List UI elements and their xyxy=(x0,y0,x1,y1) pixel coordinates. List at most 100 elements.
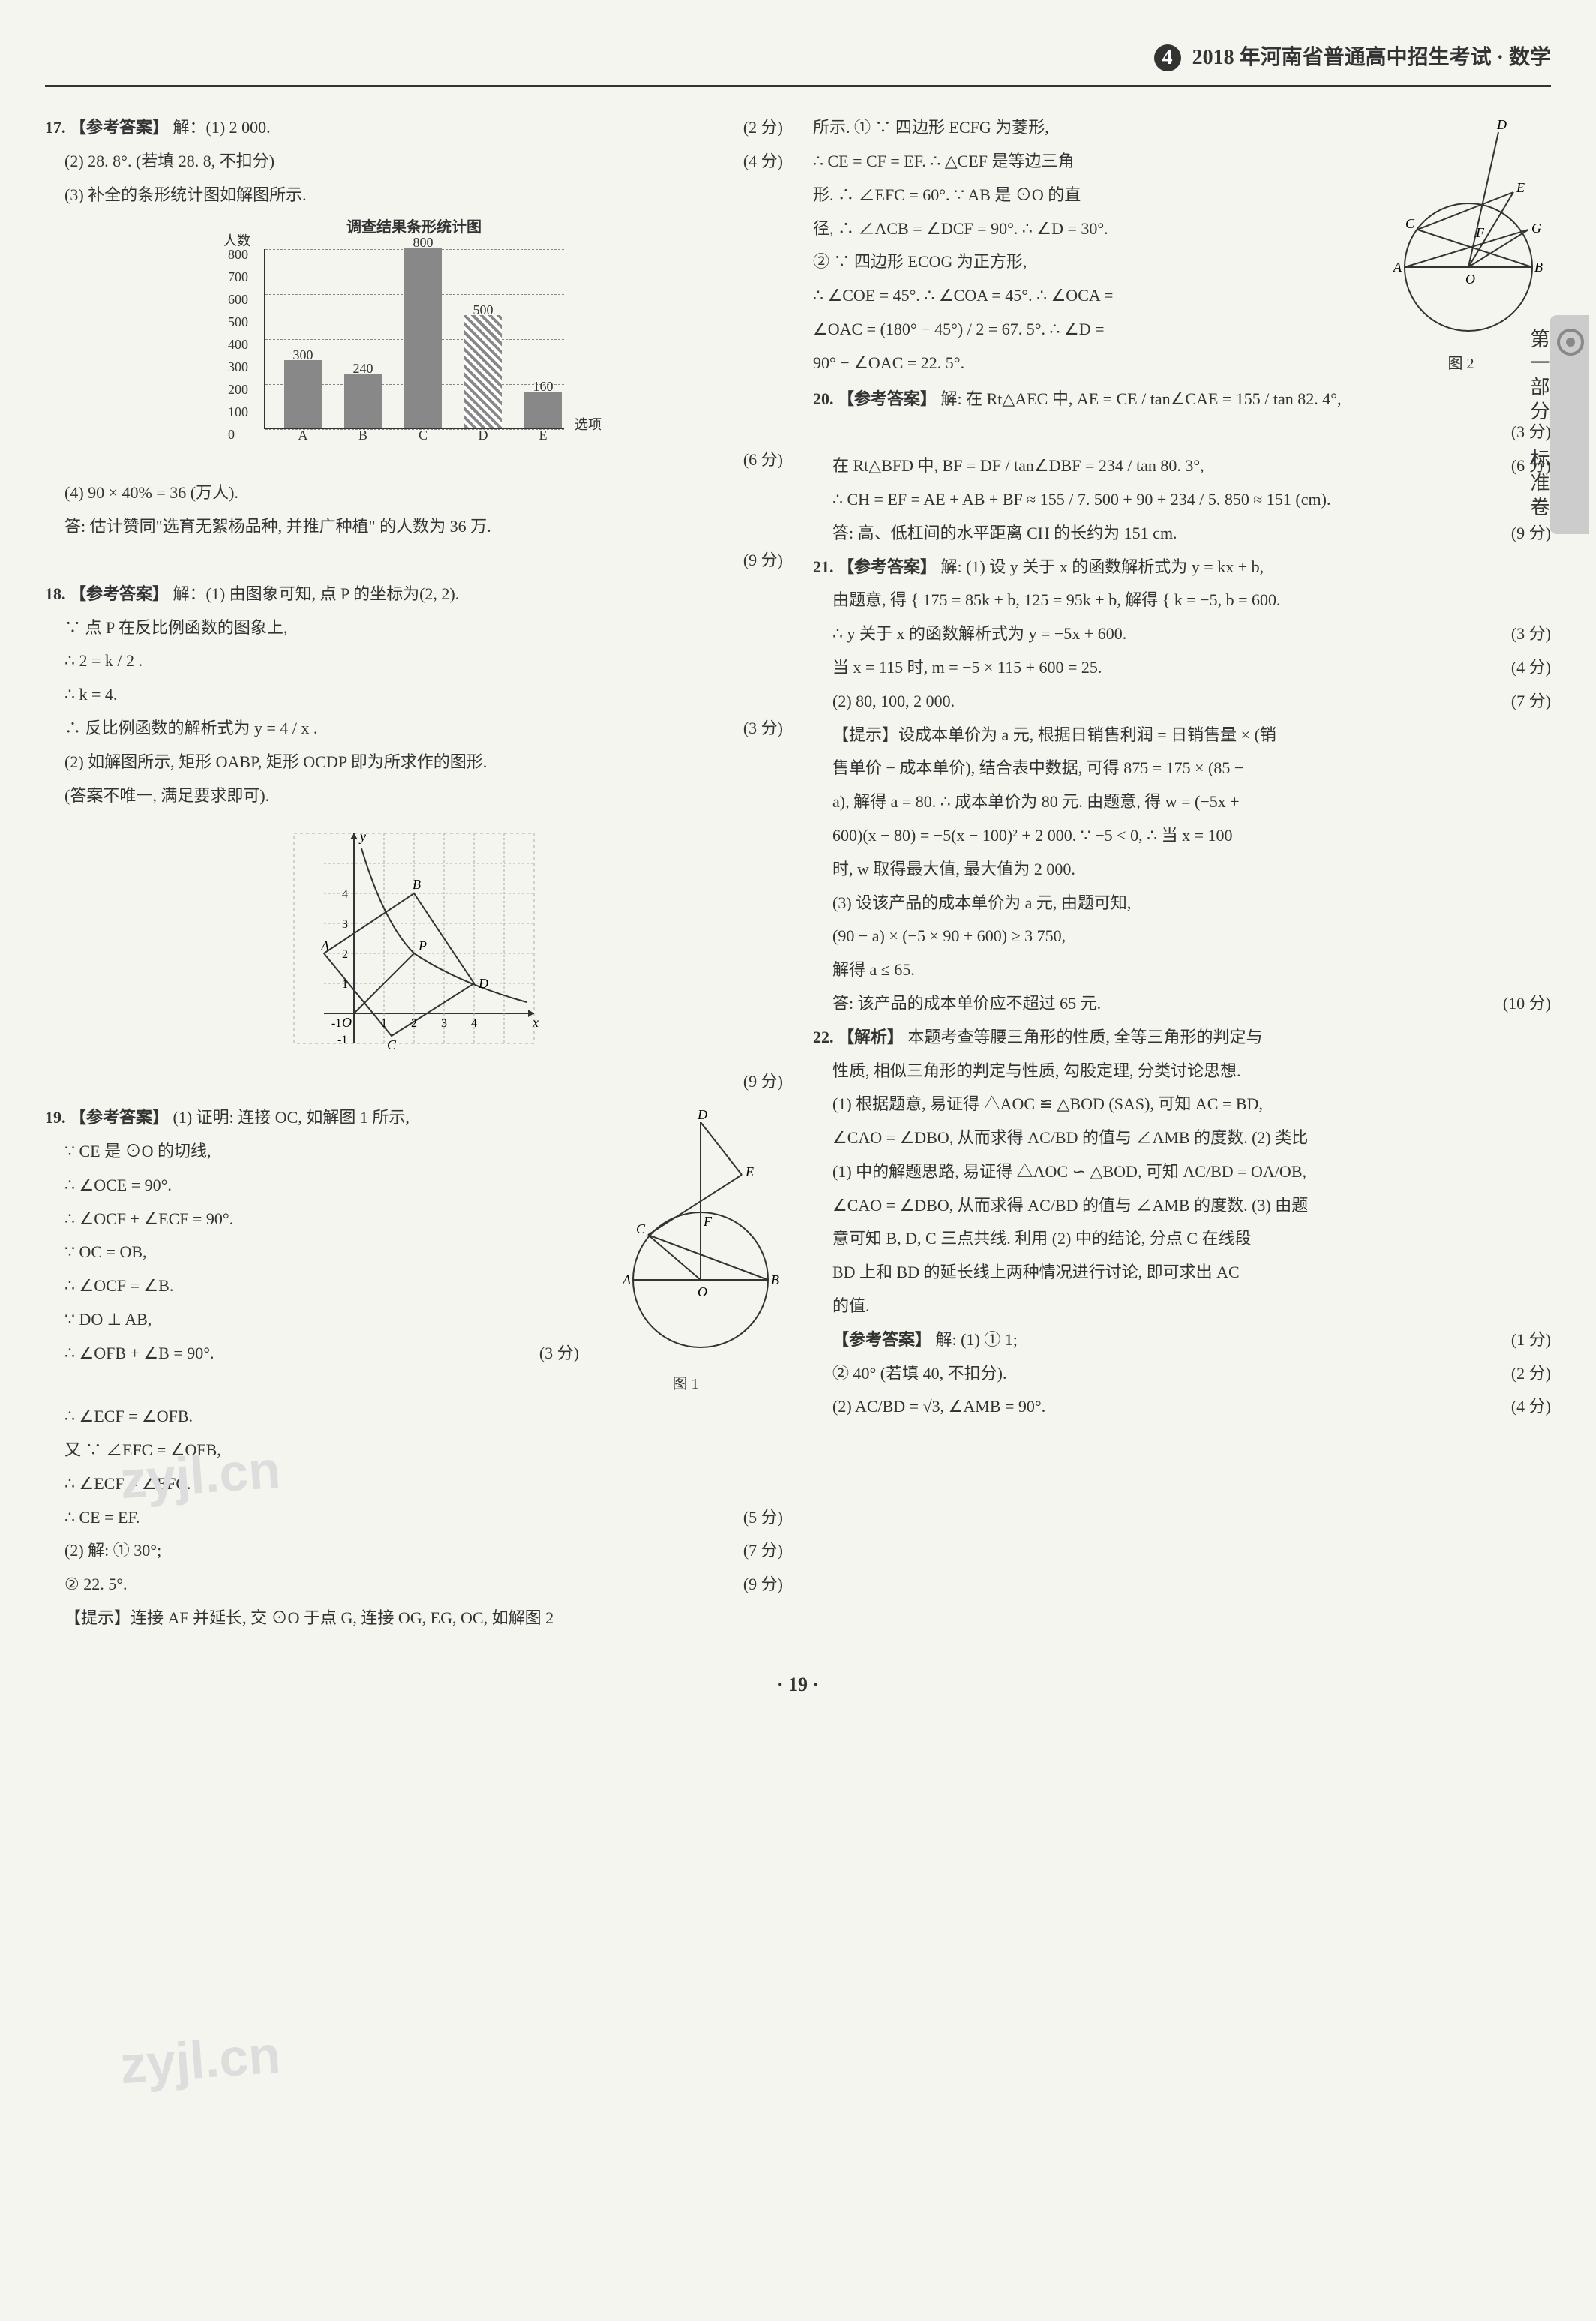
svg-text:O: O xyxy=(342,1015,352,1030)
q19-l10: 又 ∵ ∠EFC = ∠OFB, xyxy=(45,1434,783,1466)
q22-key2: 【参考答案】 xyxy=(832,1330,932,1349)
q21-l5: (2) 80, 100, 2 000. (7 分) xyxy=(813,686,1551,717)
q22-a2: ② 40° (若填 40, 不扣分). (2 分) xyxy=(813,1358,1551,1389)
q18-l1: 解：(1) 由图象可知, 点 P 的坐标为(2, 2). xyxy=(173,584,460,603)
svg-text:3: 3 xyxy=(441,1017,447,1030)
svg-text:D: D xyxy=(1496,117,1507,132)
q19-l14: ② 22. 5°. (9 分) xyxy=(45,1569,783,1600)
left-column: 17. 【参考答案】 解：(1) 2 000. (2 分) (2) 28. 8°… xyxy=(45,110,783,1636)
q22-head: 22. 【解析】 本题考查等腰三角形的性质, 全等三角形的判定与 xyxy=(813,1022,1551,1053)
bar-D: 500 xyxy=(464,315,502,428)
target-icon xyxy=(1557,329,1584,356)
page-header: 4 2018 年河南省普通高中招生考试 · 数学 xyxy=(45,30,1551,87)
side-tab-text: 第一部分 标准卷 xyxy=(1528,329,1550,521)
bar-chart: 人数 选项 0100200300400500600700800300A240B8… xyxy=(264,249,564,429)
svg-text:-1: -1 xyxy=(332,1017,341,1030)
q22-l3: (1) 根据题意, 易证得 △AOC ≌ △BOD (SAS), 可知 AC =… xyxy=(813,1088,1551,1120)
q18-l7s: (9 分) xyxy=(45,1066,783,1097)
q21-l14s: (10 分) xyxy=(1503,988,1551,1019)
svg-text:P: P xyxy=(418,938,427,953)
watermark-2: zyjl.cn xyxy=(117,2005,284,2116)
q18-num: 18. xyxy=(45,584,66,603)
q17-l1s: (2 分) xyxy=(743,112,783,143)
svg-text:O: O xyxy=(1466,272,1475,287)
q19c-l3: 形. ∴ ∠EFC = 60°. ∵ AB 是 ⊙O 的直 xyxy=(813,179,1362,211)
q19-l11: ∴ ∠ECF = ∠EFC. xyxy=(45,1468,783,1500)
q18-l5s: (3 分) xyxy=(743,713,783,744)
q19c-l2: ∴ CE = CF = EF. ∴ △CEF 是等边三角 xyxy=(813,146,1362,177)
q19-l2: ∵ CE 是 ⊙O 的切线, xyxy=(45,1136,579,1167)
svg-text:1: 1 xyxy=(381,1017,387,1030)
q22-num: 22. xyxy=(813,1028,834,1046)
q19-l12s: (5 分) xyxy=(743,1502,783,1533)
q19-l14s: (9 分) xyxy=(743,1569,783,1600)
svg-text:F: F xyxy=(703,1214,712,1229)
x-axis-name: 选项 xyxy=(574,412,602,437)
q22-a3s: (4 分) xyxy=(1511,1391,1551,1422)
q19-l15: 【提示】连接 AF 并延长, 交 ⊙O 于点 G, 连接 OG, EG, OC,… xyxy=(45,1602,783,1634)
svg-text:B: B xyxy=(412,877,421,892)
q19c-l6: ∴ ∠COE = 45°. ∴ ∠COA = 45°. ∴ ∠OCA = xyxy=(813,280,1362,311)
q21-l4: 当 x = 115 时, m = −5 × 115 + 600 = 25. (4… xyxy=(813,652,1551,683)
q20-l2: 在 Rt△BFD 中, BF = DF / tan∠DBF = 234 / ta… xyxy=(813,450,1551,482)
bar-B: 240 xyxy=(344,374,382,428)
q20-head: 20. 【参考答案】 解: 在 Rt△AEC 中, AE = CE / tan∠… xyxy=(813,383,1551,415)
q21-l3s: (3 分) xyxy=(1511,618,1551,650)
q21-l7: 售单价 − 成本单价), 结合表中数据, 可得 875 = 175 × (85 … xyxy=(813,752,1551,784)
q19-l6: ∴ ∠OCF = ∠B. xyxy=(45,1270,579,1302)
q21-l4s: (4 分) xyxy=(1511,652,1551,683)
q21-key: 【参考答案】 xyxy=(838,557,937,576)
side-tab: 第一部分 标准卷 xyxy=(1550,315,1588,534)
svg-text:C: C xyxy=(636,1221,646,1236)
svg-text:D: D xyxy=(478,976,488,991)
svg-text:2: 2 xyxy=(411,1017,417,1030)
q17-l4s: (6 分) xyxy=(45,444,783,476)
q22-key: 【解析】 xyxy=(838,1028,904,1046)
q22-l8: BD 上和 BD 的延长线上两种情况进行讨论, 即可求出 AC xyxy=(813,1257,1551,1288)
q19-num: 19. xyxy=(45,1108,66,1127)
q20-l1: 解: 在 Rt△AEC 中, AE = CE / tan∠CAE = 155 /… xyxy=(941,389,1342,408)
q19-l13: (2) 解: ① 30°; (7 分) xyxy=(45,1535,783,1566)
svg-text:B: B xyxy=(771,1272,779,1287)
q21-head: 21. 【参考答案】 解: (1) 设 y 关于 x 的函数解析式为 y = k… xyxy=(813,551,1551,583)
q21-l11: (3) 设该产品的成本单价为 a 元, 由题可知, xyxy=(813,887,1551,919)
q18-l4: ∴ k = 4. xyxy=(45,679,783,710)
q19c-l5: ② ∵ 四边形 ECOG 为正方形, xyxy=(813,246,1362,278)
q21-l12: (90 − a) × (−5 × 90 + 600) ≥ 3 750, xyxy=(813,920,1551,952)
q21-l3: ∴ y 关于 x 的函数解析式为 y = −5x + 600. (3 分) xyxy=(813,618,1551,650)
q22-l5: (1) 中的解题思路, 易证得 △AOC ∽ △BOD, 可知 AC/BD = … xyxy=(813,1156,1551,1188)
svg-text:C: C xyxy=(387,1037,397,1052)
q21-l2: 由题意, 得 { 175 = 85k + b, 125 = 95k + b, 解… xyxy=(813,584,1551,616)
svg-text:x: x xyxy=(532,1015,538,1030)
q19c-l4: 径, ∴ ∠ACB = ∠DCF = 90°. ∴ ∠D = 30°. xyxy=(813,213,1362,245)
q21-l9: 600)(x − 80) = −5(x − 100)² + 2 000. ∵ −… xyxy=(813,820,1551,851)
q17-l3: (3) 补全的条形统计图如解图所示. xyxy=(45,179,783,211)
q21-l8: a), 解得 a = 80. ∴ 成本单价为 80 元. 由题意, 得 w = … xyxy=(813,786,1551,818)
q20-l3: ∴ CH = EF = AE + AB + BF ≈ 155 / 7. 500 … xyxy=(813,484,1551,515)
q22-l6: ∠CAO = ∠DBO, 从而求得 AC/BD 的值与 ∠AMB 的度数. (3… xyxy=(813,1190,1551,1221)
q19-l12: ∴ CE = EF. (5 分) xyxy=(45,1502,783,1533)
q19-l13s: (7 分) xyxy=(743,1535,783,1566)
q21-l6: 【提示】设成本单价为 a 元, 根据日销售利润 = 日销售量 × (销 xyxy=(813,719,1551,751)
q21-l14: 答: 该产品的成本单价应不超过 65 元. (10 分) xyxy=(813,988,1551,1019)
q19-l3: ∴ ∠OCE = 90°. xyxy=(45,1170,579,1201)
q19c-l7: ∠OAC = (180° − 45°) / 2 = 67. 5°. ∴ ∠D = xyxy=(813,314,1362,345)
q19-l4: ∴ ∠OCF + ∠ECF = 90°. xyxy=(45,1203,579,1235)
q18-l5: ∴ 反比例函数的解析式为 y = 4 / x . (3 分) xyxy=(45,713,783,744)
q20-l4s: (9 分) xyxy=(1511,518,1551,549)
q17-l1: 解：(1) 2 000. xyxy=(173,118,271,137)
svg-text:4: 4 xyxy=(471,1017,477,1030)
page-number: · 19 · xyxy=(45,1666,1551,1703)
q22-a3: (2) AC/BD = √3, ∠AMB = 90°. (4 分) xyxy=(813,1391,1551,1422)
q17-head: 17. 【参考答案】 解：(1) 2 000. (2 分) xyxy=(45,112,783,143)
q19-head: 19. 【参考答案】 (1) 证明: 连接 OC, 如解图 1 所示, xyxy=(45,1102,579,1133)
circle-figure-1: A B C D E F O xyxy=(588,1107,783,1362)
q22-l1: 本题考查等腰三角形的性质, 全等三角形的判定与 xyxy=(908,1028,1263,1046)
svg-text:-1: -1 xyxy=(338,1034,347,1046)
q19-l5: ∵ OC = OB, xyxy=(45,1236,579,1268)
svg-text:2: 2 xyxy=(342,948,348,961)
q19-l8: ∴ ∠OFB + ∠B = 90°. (3 分) xyxy=(45,1338,579,1369)
right-column: 所示. ① ∵ 四边形 ECFG 为菱形, ∴ CE = CF = EF. ∴ … xyxy=(813,110,1551,1636)
q19c-l8: 90° − ∠OAC = 22. 5°. xyxy=(813,347,1362,379)
q18-l3: ∴ 2 = k / 2 . xyxy=(45,645,783,677)
